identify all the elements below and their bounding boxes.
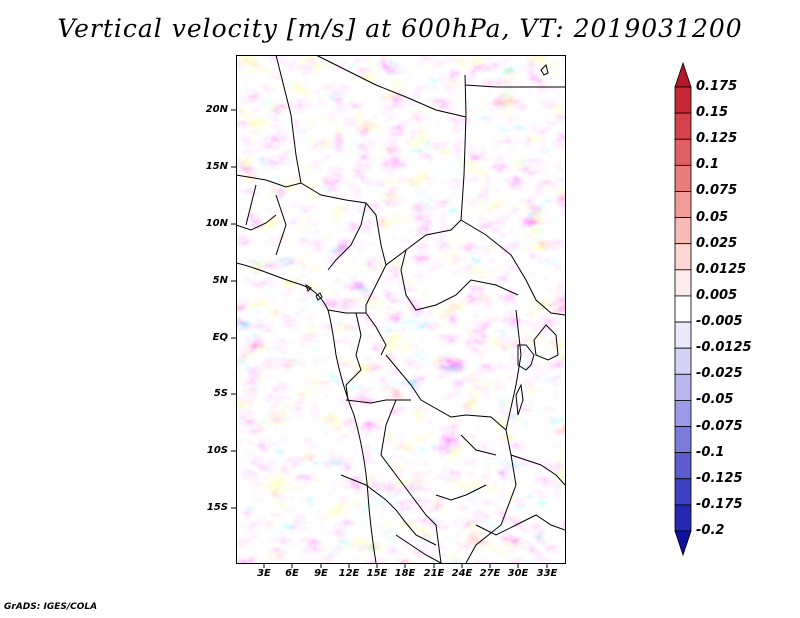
colorbar-label: 0.175 xyxy=(696,79,737,94)
colorbar-segment xyxy=(675,296,691,322)
colorbar-label: -0.175 xyxy=(696,497,743,512)
colorbar-label: 0.005 xyxy=(696,288,737,303)
colorbar-label: -0.2 xyxy=(696,523,724,538)
colorbar-label: 0.075 xyxy=(696,183,737,198)
colorbar-segment xyxy=(675,479,691,505)
footer-credit: GrADS: IGES/COLA xyxy=(4,602,97,612)
colorbar-label: 0.1 xyxy=(696,157,719,172)
colorbar-label: -0.025 xyxy=(696,366,743,381)
colorbar-label: -0.1 xyxy=(696,445,724,460)
colorbar-segment xyxy=(675,191,691,217)
colorbar-segment xyxy=(675,270,691,296)
colorbar-label: 0.025 xyxy=(696,236,737,251)
colorbar-segment xyxy=(675,453,691,479)
colorbar-label: -0.075 xyxy=(696,419,743,434)
colorbar-label: 0.15 xyxy=(696,105,728,120)
colorbar-segment xyxy=(675,374,691,400)
colorbar-label: -0.005 xyxy=(696,314,743,329)
colorbar-bottom-triangle xyxy=(675,531,691,555)
colorbar-segment xyxy=(675,348,691,374)
colorbar-segment xyxy=(675,505,691,531)
colorbar xyxy=(0,0,800,618)
colorbar-segment xyxy=(675,139,691,165)
colorbar-segment xyxy=(675,244,691,270)
colorbar-label: 0.05 xyxy=(696,210,728,225)
colorbar-segment xyxy=(675,165,691,191)
colorbar-label: 0.0125 xyxy=(696,262,746,277)
colorbar-segment xyxy=(675,322,691,348)
colorbar-label: -0.125 xyxy=(696,471,743,486)
colorbar-segment xyxy=(675,113,691,139)
colorbar-segment xyxy=(675,400,691,426)
colorbar-segment xyxy=(675,218,691,244)
colorbar-top-triangle xyxy=(675,63,691,87)
colorbar-label: 0.125 xyxy=(696,131,737,146)
colorbar-segment xyxy=(675,427,691,453)
colorbar-label: -0.0125 xyxy=(696,340,752,355)
colorbar-label: -0.05 xyxy=(696,392,733,407)
colorbar-segment xyxy=(675,87,691,113)
